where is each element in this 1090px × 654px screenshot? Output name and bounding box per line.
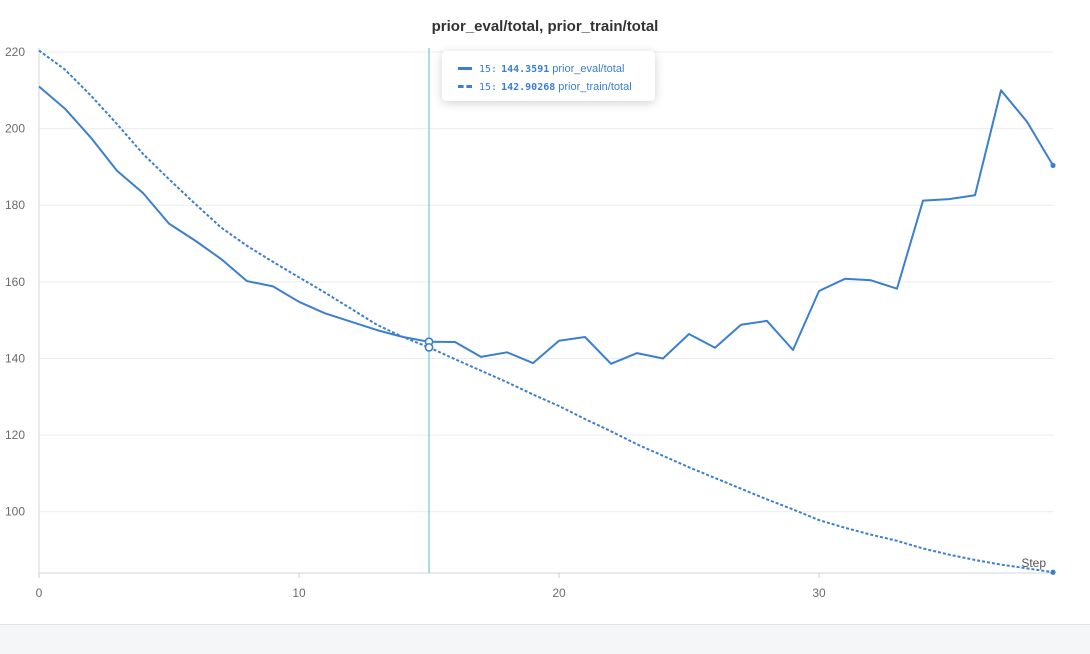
series-end-point: [1050, 162, 1056, 168]
y-tick-label: 180: [5, 198, 25, 212]
y-tick-label: 120: [5, 428, 25, 442]
hover-tooltip: 15: 144.3591 prior_eval/total 15: 142.90268…: [442, 51, 655, 101]
y-tick-label: 100: [5, 505, 25, 519]
tooltip-separator: :: [491, 64, 498, 75]
solid-line-swatch-icon: [458, 66, 472, 70]
series-line-solid[interactable]: [38, 85, 1054, 365]
x-axis-label: Step: [1021, 556, 1046, 570]
y-tick-label: 200: [5, 122, 25, 136]
series-end-point: [1050, 569, 1056, 575]
hover-overlay: [424, 48, 434, 573]
x-tick-label: 30: [812, 586, 826, 600]
hover-point-marker: [424, 342, 434, 352]
x-tick-label: 0: [36, 586, 43, 600]
tooltip-value: 142.90268: [501, 82, 556, 93]
series-lines: [38, 49, 1056, 575]
tooltip-series-name: prior_train/total: [558, 81, 632, 93]
y-tick-label: 140: [5, 351, 25, 365]
y-tick-label: 160: [5, 275, 25, 289]
axes: 100 120 140 160 180 200 220 0 10 20 30: [5, 45, 1053, 600]
chart-title: prior_eval/total, prior_train/total: [431, 18, 659, 35]
tooltip-series-name: prior_eval/total: [552, 63, 625, 75]
tooltip-value: 144.3591: [501, 64, 550, 75]
y-tick-label: 220: [5, 45, 25, 59]
series-line-dashed[interactable]: [38, 49, 1054, 574]
line-chart[interactable]: 100 120 140 160 180 200 220 0 10 20 30 Step: [0, 0, 1090, 624]
tooltip-step: 15: [479, 64, 492, 75]
tooltip-step: 15: [479, 82, 492, 93]
dashed-line-swatch-icon: [458, 84, 472, 88]
x-tick-label: 20: [552, 586, 566, 600]
tooltip-row-train: 15: 142.90268 prior_train/total: [458, 78, 655, 96]
tooltip-row-eval: 15: 144.3591 prior_eval/total: [458, 60, 655, 78]
tooltip-separator: :: [491, 82, 498, 93]
grid: [39, 51, 1053, 513]
panel-footer: [0, 624, 1090, 654]
x-tick-label: 10: [292, 586, 306, 600]
